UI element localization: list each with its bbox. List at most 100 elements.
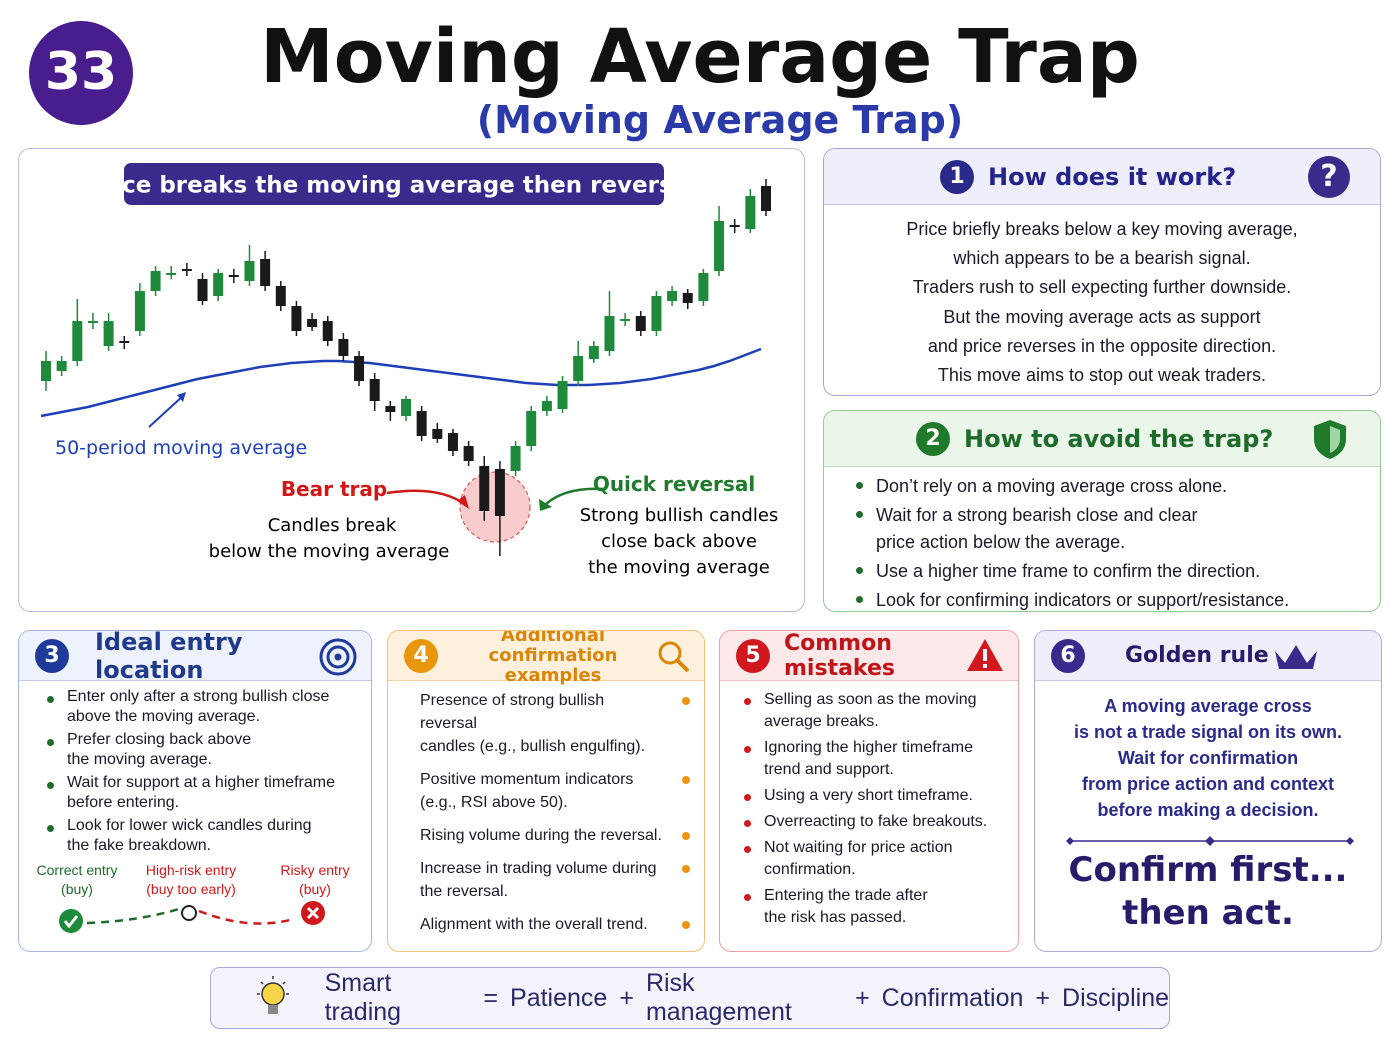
bullet-text: Wait for support at a higher timeframe — [67, 774, 335, 791]
bullet-text: Entering the trade after — [764, 887, 928, 904]
candle-body — [228, 275, 239, 277]
bear-trap-text: below the moving average — [209, 541, 450, 562]
text-line: Correct entry — [36, 862, 118, 878]
bear-trap-label: Bear trap — [281, 477, 387, 501]
bullet: Look for confirming indicators or suppor… — [850, 587, 1380, 611]
candle-body — [635, 316, 646, 331]
text-line: (buy too early) — [146, 881, 236, 897]
footer-item: Risk management — [645, 969, 792, 1026]
chart-title-box — [124, 163, 664, 205]
item-dot — [682, 832, 690, 840]
motto: Confirm first... then act. — [1035, 849, 1381, 935]
panel-header: 1 How does it work? ? — [824, 149, 1380, 205]
text-line: (buy) — [299, 881, 331, 897]
text-line: Price briefly breaks below a key moving … — [906, 219, 1298, 239]
footer-item: Discipline — [1062, 983, 1169, 1012]
bullet-text: Use a higher time frame to confirm the d… — [876, 561, 1261, 581]
candle-body — [197, 279, 208, 301]
candle-body — [651, 296, 662, 331]
candle-body — [447, 433, 458, 451]
bullet-text: the risk has passed. — [764, 909, 907, 926]
candle-body — [620, 319, 631, 321]
section-number: 6 — [1051, 638, 1085, 673]
panel-avoid: 2 How to avoid the trap? Don’t rely on a… — [823, 410, 1381, 612]
candle-body — [369, 379, 380, 401]
candle-body — [745, 196, 756, 229]
candle-body — [72, 321, 83, 361]
section-number: 1 — [940, 159, 974, 194]
candle-body — [119, 341, 130, 343]
section-number: 3 — [35, 638, 69, 673]
panel-header: 5 Common mistakes — [720, 631, 1018, 681]
bullet-text: average breaks. — [764, 713, 879, 730]
candle-body — [416, 411, 427, 436]
candle-body — [260, 259, 271, 286]
bullet: Look for lower wick candles during the fa… — [41, 816, 371, 855]
bullet: Wait for support at a higher timeframe be… — [41, 773, 371, 812]
candle-body — [588, 346, 599, 359]
candle-body — [338, 339, 349, 356]
candle-body — [322, 321, 333, 341]
bullet: Wait for a strong bearish close and clea… — [850, 502, 1380, 556]
bullet-text: price action below the average. — [876, 532, 1126, 552]
item-dot — [682, 921, 690, 929]
ma-label: 50-period moving average — [55, 437, 307, 459]
candle-body — [401, 399, 411, 416]
bullet: Overreacting to fake breakouts. — [738, 811, 1018, 833]
panel-header: 3 Ideal entry location — [19, 630, 371, 684]
footer-item: + — [1035, 983, 1051, 1012]
section-title: How to avoid the trap? — [964, 424, 1274, 453]
section-title: Additional confirmation examples — [448, 630, 658, 686]
badge: 33 — [29, 21, 133, 125]
candle-body — [385, 406, 396, 412]
bullet-text: trend and support. — [764, 761, 894, 778]
panel-mistakes: 5 Common mistakes Selling as soon as the… — [719, 630, 1019, 952]
item-text: the reversal. — [420, 883, 509, 900]
section-title: Common mistakes — [784, 630, 895, 681]
candle-body — [307, 319, 318, 327]
bullet: Selling as soon as the moving average bre… — [738, 689, 1018, 733]
candle-body — [667, 291, 678, 301]
candle-body — [150, 271, 161, 291]
item-text: Increase in trading volume during — [420, 860, 657, 877]
text-line: Confirm first... — [1068, 850, 1348, 890]
question-icon: ? — [1308, 155, 1350, 198]
panel-header: 4 Additional confirmation examples — [388, 631, 704, 685]
chart-panel: Price breaks the moving average then rev… — [18, 148, 805, 612]
candle-body — [604, 316, 615, 351]
reversal-label: Quick reversal — [593, 472, 755, 496]
section-number: 4 — [404, 638, 438, 673]
reversal-arrowhead — [539, 499, 552, 511]
candle-body — [103, 321, 114, 346]
candle-body — [291, 306, 302, 331]
section-title: How does it work? — [988, 162, 1237, 191]
text-line: But the moving average acts as support — [943, 306, 1261, 327]
item: Alignment with the overall trend. — [420, 913, 690, 936]
text-line: Wait for confirmation — [1117, 748, 1299, 768]
footer-item: + — [619, 983, 634, 1012]
target-icon — [319, 638, 357, 676]
bullet: Not waiting for price action confirmation… — [738, 837, 1018, 881]
shield-icon — [1314, 420, 1346, 459]
text-line: Additional confirmation — [488, 630, 618, 666]
bullet-text: Not waiting for price action — [764, 839, 953, 856]
candle-body — [761, 186, 771, 211]
section-title: Ideal entry location — [95, 630, 243, 684]
divider — [1066, 836, 1354, 846]
chart-title: Price breaks the moving average then rev… — [86, 173, 702, 199]
item-text: (e.g., RSI above 50). — [420, 794, 568, 811]
entry-label: Correct entry (buy) — [25, 861, 129, 899]
warning-icon — [967, 639, 1003, 671]
candle-body — [714, 221, 725, 271]
bullet: Use a higher time frame to confirm the d… — [850, 558, 1380, 585]
candle-body — [557, 381, 568, 409]
item: Rising volume during the reversal. — [420, 824, 690, 847]
bullet-text: before entering. — [67, 793, 180, 811]
candle-body — [166, 273, 177, 275]
text-line: Risky entry — [280, 862, 350, 878]
candle-body — [526, 411, 537, 446]
candle-body — [275, 286, 286, 306]
text-line: then act. — [1122, 893, 1294, 933]
bullet-text: Wait for a strong bearish close and clea… — [876, 505, 1198, 525]
